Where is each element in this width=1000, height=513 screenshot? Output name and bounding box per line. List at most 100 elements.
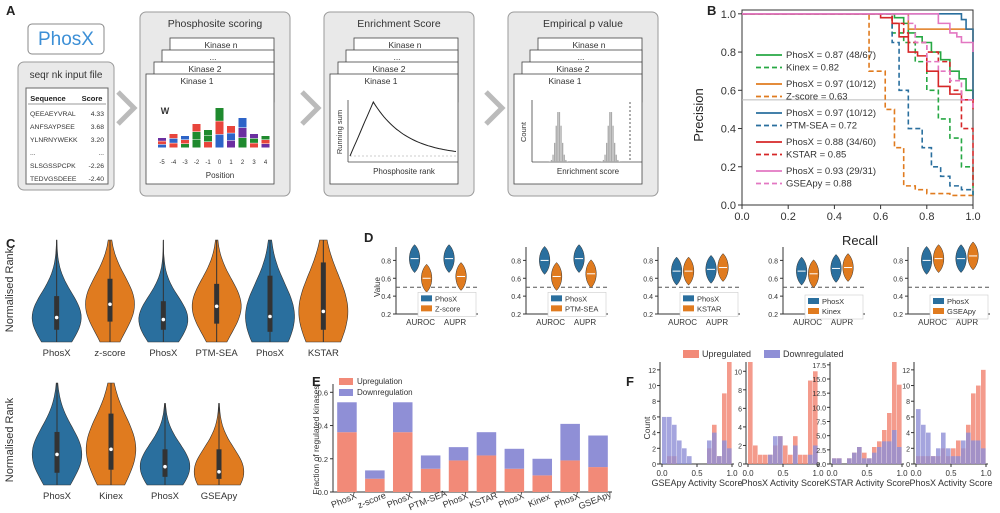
violin-median	[214, 304, 219, 309]
d-legend-label: PhosX	[565, 294, 587, 303]
f-xlabel: GSEApy Activity Score	[651, 478, 742, 488]
f-xtick-label: 0.5	[945, 469, 957, 478]
input-file-title: seqr nk input file	[30, 70, 103, 81]
violin-category-label: PhosX	[43, 348, 72, 359]
f-bar-upregulated	[763, 454, 768, 464]
f-ytick-label: 7.5	[816, 420, 826, 427]
logo-letter-block	[250, 138, 258, 143]
f-xtick-label: 0.5	[691, 469, 703, 478]
arrow-icon	[116, 90, 138, 126]
phosx-logo-box	[27, 23, 105, 55]
f-bar-downregulated	[956, 456, 961, 464]
logo-letter-block	[158, 144, 166, 148]
logo-letter-block	[181, 140, 189, 144]
d-legend-swatch	[683, 295, 694, 302]
kinase-sheet-label: ...	[393, 52, 400, 62]
hist-bar	[558, 112, 561, 162]
f-bar-downregulated	[662, 416, 667, 464]
step-title: Enrichment Score	[357, 18, 441, 30]
f-xtick-label: 1.0	[896, 469, 908, 478]
logo-letter-block	[250, 134, 258, 139]
table-cell-sequence: TEDVGSDEEE	[30, 176, 77, 183]
logo-tick: -2	[194, 160, 200, 166]
d-ytick-label: 0.6	[768, 276, 778, 283]
f-bar-downregulated	[687, 456, 692, 464]
violin-category-label: PhosX	[149, 348, 178, 359]
f-ytick-label: 12	[902, 368, 910, 375]
hist-bar	[609, 112, 611, 162]
f-bar-upregulated	[758, 454, 763, 464]
table-cell-sequence: QEEAEYVRAL	[30, 111, 76, 118]
hist-bar	[607, 125, 609, 162]
d-legend-swatch	[808, 298, 819, 304]
f-ytick-label: 8	[906, 399, 910, 406]
y-tick-label: 0.4	[721, 124, 736, 136]
logo-tick: -1	[205, 160, 211, 166]
hist-bar	[562, 142, 564, 162]
kinase-sheet-label: ...	[209, 52, 216, 62]
f-bar-downregulated	[862, 458, 867, 464]
kinase-sheet	[145, 73, 275, 185]
e-category-label: z-score	[356, 490, 387, 510]
hist-bar	[617, 159, 619, 162]
f-bar-downregulated	[981, 448, 986, 464]
d-ytick-label: 0.2	[893, 312, 903, 319]
f-bar-downregulated	[667, 416, 672, 464]
c-ylabel-top: Normalised Rank	[4, 247, 16, 332]
d-ytick-label: 0.2	[643, 312, 653, 319]
e-bar-downregulation	[504, 448, 525, 469]
hist-bar	[554, 142, 556, 162]
f-ytick-label: 6	[652, 415, 656, 422]
f-ytick-label: 4	[738, 425, 742, 432]
x-tick-label: 0.0	[734, 211, 749, 223]
f-bar-downregulated	[813, 445, 818, 464]
logo-letter-block	[215, 108, 224, 121]
logo-letter-block	[181, 136, 189, 140]
f-bar-upregulated	[976, 385, 981, 464]
logo-letter-block	[204, 130, 212, 136]
e-bar-upregulation	[532, 475, 553, 492]
phosx-logo: PhosX	[38, 29, 94, 50]
logo-letter-block	[261, 136, 270, 140]
e-bar-downregulation	[365, 470, 385, 479]
violin-category-label: PhosX	[256, 348, 285, 359]
f-bar-downregulated	[936, 448, 941, 464]
d-category-label: AUPR	[706, 318, 728, 327]
kinase-sheet-label: ...	[577, 52, 584, 62]
kinase-sheet	[329, 73, 459, 185]
f-ytick-label: 5.0	[816, 434, 826, 441]
hist-bar	[552, 154, 554, 162]
f-bar-downregulated	[867, 458, 872, 464]
violin-median	[109, 447, 113, 452]
logo-letter-block	[238, 118, 247, 128]
f-bar-upregulated	[887, 413, 892, 464]
logo-letter-block	[192, 140, 201, 148]
violin-category-label: Kinex	[99, 491, 123, 502]
f-ytick-label: 10	[648, 384, 656, 391]
f-bar-downregulated	[727, 448, 732, 464]
f-bar-downregulated	[872, 452, 877, 464]
logo-letter-block	[169, 143, 178, 148]
legend-entry: GSEApy = 0.88	[786, 179, 852, 190]
e-bar-upregulation	[420, 468, 441, 492]
d-legend-swatch	[551, 295, 562, 302]
f-bar-downregulated	[976, 440, 981, 464]
f-bar-upregulated	[753, 445, 758, 464]
panel-a-label: A	[6, 3, 16, 18]
e-category-label: PhosX	[330, 491, 358, 510]
f-ytick-label: 6	[906, 415, 910, 422]
f-bar-downregulated	[921, 424, 926, 464]
d-legend-swatch	[421, 305, 432, 312]
logo-letter-block	[204, 136, 212, 142]
b-xlabel: Recall	[842, 233, 878, 248]
e-bar-upregulation	[448, 460, 469, 492]
f-bar-downregulated	[951, 456, 956, 464]
x-tick-label: 1.0	[965, 211, 980, 223]
arrow-icon	[300, 90, 322, 126]
y-tick-label: 1.0	[721, 9, 736, 21]
panel-f-label: F	[626, 374, 634, 389]
panel-e-label: E	[312, 374, 321, 389]
logo-letter: W	[161, 106, 170, 116]
kinase-sheet-label: Kinase 1	[180, 76, 213, 86]
logo-letter-block	[181, 144, 189, 148]
